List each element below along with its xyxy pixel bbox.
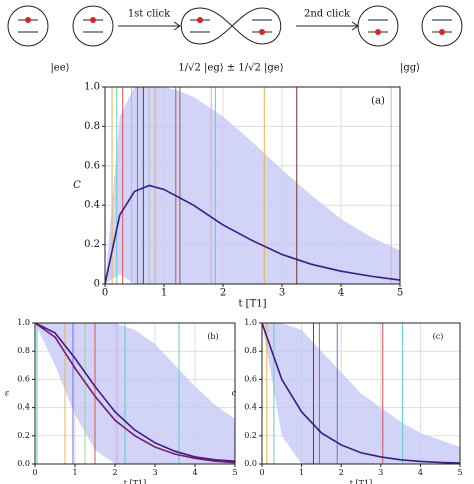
label: |gg⟩ [400, 63, 420, 74]
dot [259, 29, 265, 35]
x-tick-label: 2 [339, 468, 344, 477]
x-axis-label: t [T1] [124, 479, 146, 484]
x-tick-label: 1 [299, 468, 304, 477]
y-axis-label: ε [5, 389, 9, 398]
x-tick-label: 5 [457, 468, 462, 477]
y-tick-label: 0.2 [84, 239, 100, 250]
x-tick-label: 4 [418, 468, 423, 477]
x-tick-label: 5 [232, 468, 237, 477]
dot [439, 29, 445, 35]
x-tick-label: 0 [102, 288, 108, 299]
line [34, 322, 236, 464]
y-tick-label: 0.8 [17, 346, 30, 355]
y-tick-label: 1.0 [244, 318, 257, 327]
atom-icon [421, 5, 463, 47]
atom-icon [7, 5, 49, 47]
y-tick-label: 0 [94, 279, 100, 290]
y-tick-label: 0.4 [84, 200, 100, 211]
x-tick-label: 0 [259, 468, 264, 477]
label: 2nd click [304, 9, 351, 20]
dot [25, 17, 31, 23]
confidence-band [262, 323, 460, 464]
atom-icon [357, 5, 399, 47]
arrow-head [173, 21, 181, 31]
y-tick-label: 0.0 [17, 459, 30, 468]
line [104, 184, 401, 285]
dot [90, 17, 96, 23]
panel-label: (b) [207, 332, 218, 341]
label: 1st click [128, 9, 171, 20]
x-tick-label: 1 [72, 468, 77, 477]
line [261, 322, 461, 464]
label: 1/√2 |eg⟩ ± 1/√2 |ge⟩ [178, 63, 283, 74]
x-tick-label: 2 [112, 468, 117, 477]
line [34, 322, 236, 462]
x-axis-label: t [T1] [350, 479, 372, 484]
x-tick-label: 4 [192, 468, 197, 477]
atom-icon [72, 5, 114, 47]
x-tick-label: 3 [279, 288, 285, 299]
plot-frame [261, 322, 461, 465]
x-tick-label: 4 [338, 288, 344, 299]
y-tick-label: 0.8 [84, 121, 100, 132]
plot-frame [104, 86, 401, 285]
x-tick-label: 0 [32, 468, 37, 477]
plot-frame [34, 322, 236, 465]
y-tick-label: 0.2 [17, 431, 30, 440]
x-tick-label: 5 [397, 288, 403, 299]
y-tick-label: 0.4 [244, 403, 257, 412]
dot [197, 17, 203, 23]
y-tick-label: 0.6 [84, 160, 100, 171]
y-tick-label: 0.6 [17, 374, 30, 383]
x-tick-label: 1 [161, 288, 167, 299]
x-axis-label: t [T1] [238, 299, 266, 310]
panel-label: (c) [433, 332, 444, 341]
dot [375, 29, 381, 35]
y-tick-label: 0.2 [244, 431, 257, 440]
y-tick-label: 1.0 [84, 82, 100, 93]
confidence-band [105, 87, 400, 284]
y-axis-label: C [73, 180, 81, 191]
x-tick-label: 2 [220, 288, 226, 299]
y-axis-label: c [232, 389, 237, 398]
x-tick-label: 3 [152, 468, 157, 477]
diagram [7, 5, 463, 47]
entangle-icon [180, 7, 282, 45]
y-tick-label: 0.6 [244, 374, 257, 383]
y-tick-label: 0.4 [17, 403, 30, 412]
y-tick-label: 1.0 [17, 318, 30, 327]
label: |ee⟩ [50, 63, 69, 74]
y-tick-label: 0.8 [244, 346, 257, 355]
y-tick-label: 0.0 [244, 459, 257, 468]
x-tick-label: 3 [378, 468, 383, 477]
panel-label: (a) [371, 96, 385, 107]
